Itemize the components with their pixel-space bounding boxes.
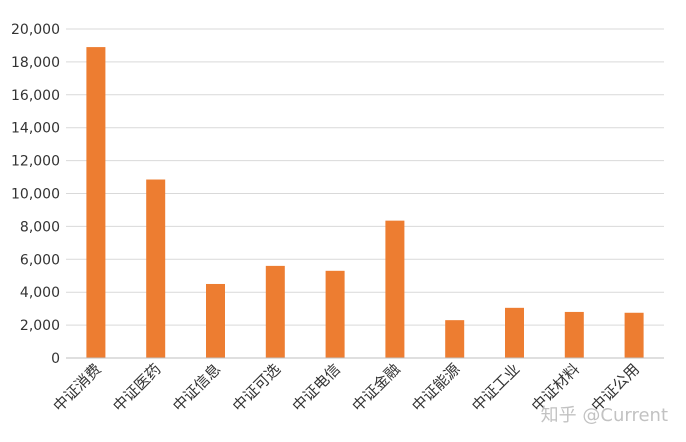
y-tick-label: 16,000 [11,88,60,104]
y-tick-label: 20,000 [11,22,60,38]
y-tick-label: 2,000 [20,318,60,334]
y-tick-label: 6,000 [20,252,60,268]
bar [86,47,106,358]
y-tick-label: 18,000 [11,55,60,71]
x-tick-label: 中证电信 [289,360,344,415]
bar [445,320,465,358]
y-tick-label: 4,000 [20,285,60,301]
bar [325,270,345,358]
y-tick-label: 10,000 [11,187,60,203]
bar [385,220,405,358]
y-tick-label: 0 [51,351,60,367]
y-tick-label: 14,000 [11,121,60,137]
y-tick-label: 8,000 [20,219,60,235]
bar [265,265,285,358]
bar [624,312,644,358]
x-tick-label: 中证消费 [50,360,105,415]
x-tick-label: 中证医药 [109,360,164,415]
bar [206,283,225,358]
x-tick-label: 中证可选 [229,360,284,415]
gridlines [66,28,664,326]
x-tick-label: 中证金融 [349,360,404,415]
y-axis-tick-labels: 0 2,000 4,000 6,000 8,000 10,000 12,000 14,000 1… [11,22,60,367]
bar [505,307,524,358]
watermark-text: 知乎 @Current [541,405,668,426]
bar [146,179,166,358]
y-tick-label: 12,000 [11,154,60,170]
bar [564,311,584,358]
bars [86,47,644,358]
x-tick-label: 中证能源 [408,360,463,415]
x-tick-label: 中证工业 [468,360,523,415]
x-tick-label: 中证信息 [169,360,224,415]
